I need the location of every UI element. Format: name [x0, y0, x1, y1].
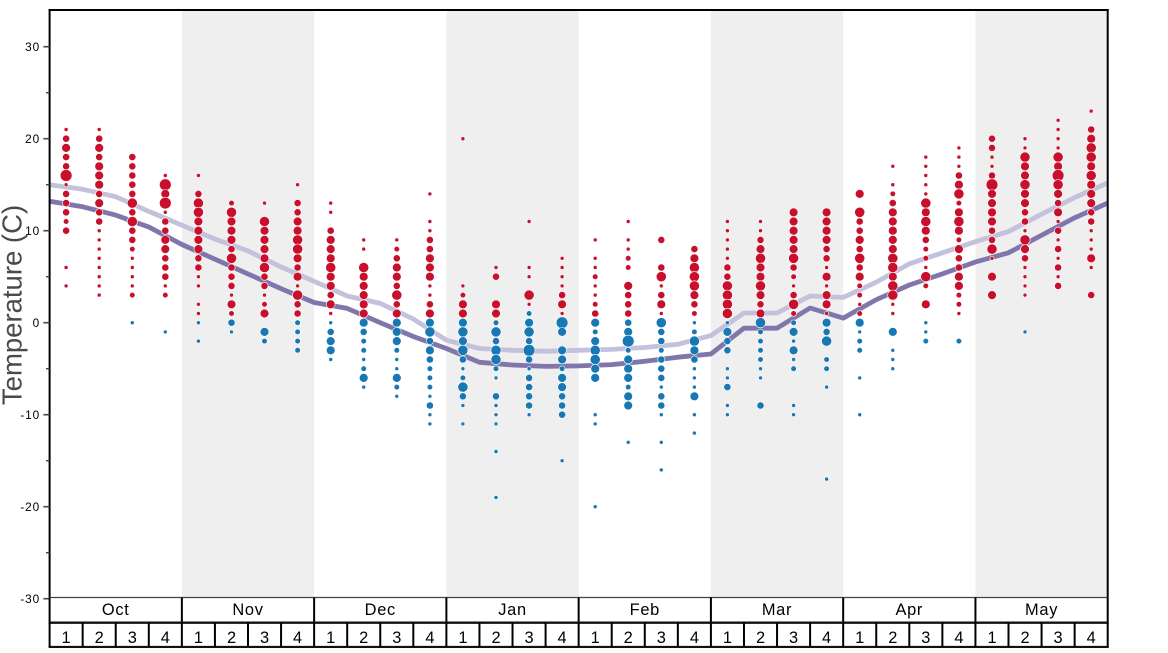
svg-text:May: May	[1025, 601, 1058, 619]
svg-text:-10: -10	[20, 408, 40, 422]
svg-text:-20: -20	[20, 500, 40, 514]
svg-text:4: 4	[690, 629, 699, 647]
svg-text:1: 1	[194, 629, 203, 647]
svg-text:2: 2	[491, 629, 500, 647]
svg-text:2: 2	[227, 629, 236, 647]
svg-text:Feb: Feb	[630, 601, 660, 619]
svg-text:2: 2	[95, 629, 104, 647]
svg-text:1: 1	[723, 629, 732, 647]
svg-text:3: 3	[921, 629, 930, 647]
svg-text:3: 3	[1054, 629, 1063, 647]
svg-text:3: 3	[128, 629, 137, 647]
svg-text:4: 4	[558, 629, 567, 647]
svg-text:Apr: Apr	[895, 601, 923, 619]
svg-text:1: 1	[855, 629, 864, 647]
svg-text:2: 2	[1020, 629, 1029, 647]
svg-text:4: 4	[822, 629, 831, 647]
svg-text:4: 4	[954, 629, 963, 647]
svg-text:3: 3	[525, 629, 534, 647]
svg-text:Mar: Mar	[762, 601, 792, 619]
svg-text:20: 20	[25, 132, 40, 146]
svg-text:1: 1	[62, 629, 71, 647]
svg-text:4: 4	[293, 629, 302, 647]
svg-text:1: 1	[987, 629, 996, 647]
svg-text:-30: -30	[20, 592, 40, 606]
svg-text:1: 1	[326, 629, 335, 647]
svg-text:2: 2	[624, 629, 633, 647]
svg-text:2: 2	[756, 629, 765, 647]
svg-text:4: 4	[425, 629, 434, 647]
svg-text:1: 1	[591, 629, 600, 647]
svg-text:2: 2	[359, 629, 368, 647]
svg-text:Jan: Jan	[498, 601, 527, 619]
svg-text:10: 10	[25, 224, 40, 238]
svg-text:3: 3	[260, 629, 269, 647]
svg-text:1: 1	[458, 629, 467, 647]
svg-text:Temperature (C): Temperature (C)	[0, 205, 28, 405]
svg-text:4: 4	[1087, 629, 1096, 647]
svg-text:3: 3	[392, 629, 401, 647]
svg-text:0: 0	[33, 316, 40, 330]
svg-text:2: 2	[888, 629, 897, 647]
svg-text:30: 30	[25, 40, 40, 54]
svg-text:Nov: Nov	[232, 601, 263, 619]
svg-text:Dec: Dec	[365, 601, 396, 619]
svg-text:Oct: Oct	[102, 601, 130, 619]
svg-text:3: 3	[789, 629, 798, 647]
svg-text:3: 3	[657, 629, 666, 647]
svg-text:4: 4	[161, 629, 170, 647]
